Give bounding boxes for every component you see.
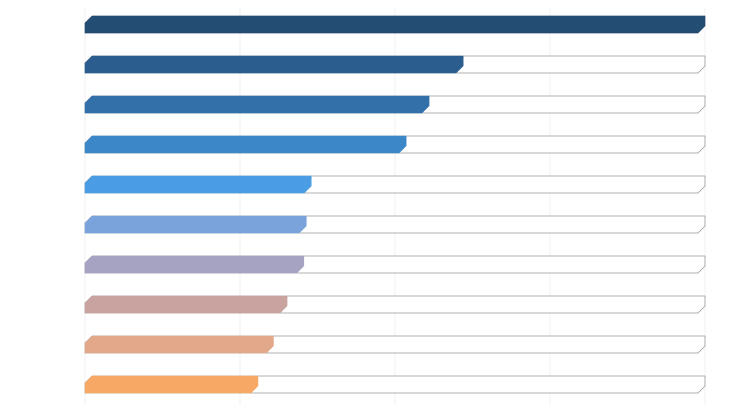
bar-9 xyxy=(84,335,274,354)
bar-2 xyxy=(84,55,464,74)
bar-3 xyxy=(84,95,430,114)
bar-4 xyxy=(84,135,407,154)
bar-5 xyxy=(84,175,312,194)
bar-layer xyxy=(84,15,706,394)
bar-6 xyxy=(84,215,307,234)
bar-8 xyxy=(84,295,288,314)
bar-1 xyxy=(84,15,706,34)
bar-7 xyxy=(84,255,305,274)
bar-10 xyxy=(84,375,259,394)
